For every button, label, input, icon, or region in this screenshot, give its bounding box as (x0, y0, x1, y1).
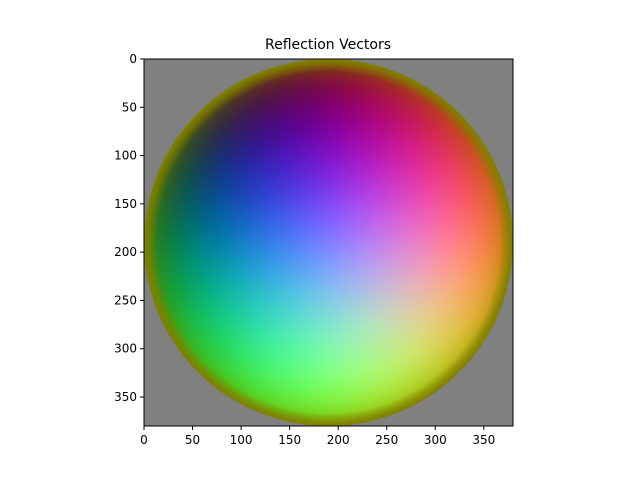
y-tick-label: 350 (114, 390, 137, 404)
x-tick-label: 150 (278, 433, 301, 447)
y-tick-label: 250 (114, 293, 137, 307)
y-tick-label: 50 (122, 100, 137, 114)
chart-title: Reflection Vectors (265, 37, 391, 53)
y-tick-label: 300 (114, 342, 137, 356)
y-tick-label: 100 (114, 149, 137, 163)
x-tick-label: 50 (185, 433, 200, 447)
y-tick-label: 150 (114, 197, 137, 211)
x-tick-label: 250 (375, 433, 398, 447)
y-tick-label: 0 (129, 52, 137, 66)
x-tick-label: 350 (472, 433, 495, 447)
x-tick-label: 0 (140, 433, 148, 447)
plot-area (143, 58, 514, 427)
y-axis: 0 50 100 150 200 250 300 350 (114, 52, 144, 404)
x-axis: 0 50 100 150 200 250 300 350 (140, 426, 495, 447)
heatmap-image (144, 59, 513, 426)
x-tick-label: 100 (230, 433, 253, 447)
x-tick-label: 300 (424, 433, 447, 447)
plot-frame (143, 58, 514, 427)
y-tick-label: 200 (114, 245, 137, 259)
x-tick-label: 200 (327, 433, 350, 447)
